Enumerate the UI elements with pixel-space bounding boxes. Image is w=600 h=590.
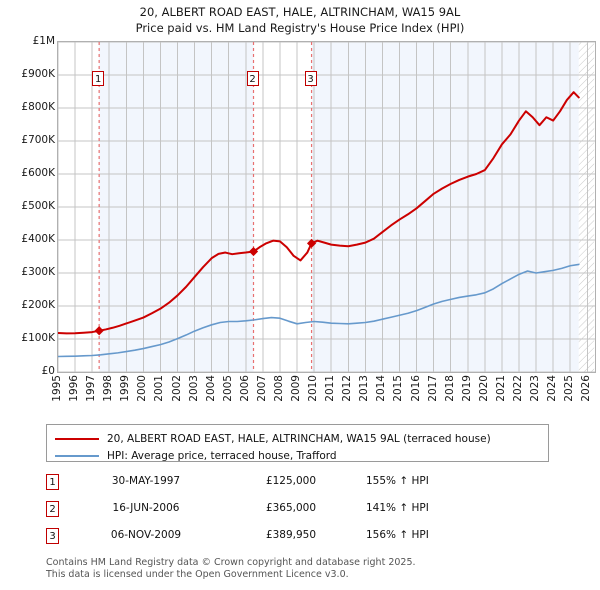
x-axis-tick-label: 2015	[392, 375, 405, 402]
chart-legend: 20, ALBERT ROAD EAST, HALE, ALTRINCHAM, …	[46, 424, 549, 462]
sale-point-marker	[94, 326, 104, 336]
transaction-hpi-delta: 156% ↑ HPI	[366, 529, 429, 541]
transaction-index-badge[interactable]: 1	[46, 474, 59, 490]
y-axis-tick-label: £300K	[21, 266, 55, 278]
transaction-price: £125,000	[265, 475, 317, 487]
x-axis-tick-label: 1995	[51, 375, 63, 402]
x-axis-tick-label: 2023	[529, 375, 542, 402]
table-row: 3 06-NOV-2009 £389,950 156% ↑ HPI	[46, 526, 566, 553]
x-axis-tick-label: 2011	[324, 375, 337, 402]
footer-attribution: Contains HM Land Registry data © Crown c…	[46, 557, 586, 580]
footer-line-2: This data is licensed under the Open Gov…	[46, 568, 349, 580]
y-axis-tick-label: £700K	[21, 134, 55, 146]
x-axis-tick-label: 2013	[358, 375, 371, 402]
x-axis-tick-label: 2012	[341, 375, 354, 402]
sale-point-marker	[248, 246, 259, 257]
x-axis-tick-label: 2017	[426, 375, 439, 402]
x-axis-tick-label: 1999	[119, 375, 132, 402]
x-axis-tick-label: 1996	[68, 375, 81, 402]
transaction-date: 16-JUN-2006	[112, 502, 180, 514]
y-axis-tick-label: £900K	[21, 68, 55, 80]
hpi-line	[58, 263, 580, 358]
x-axis-tick-label: 2021	[494, 375, 507, 402]
legend-color-swatch	[55, 438, 99, 440]
footer-line-1: Contains HM Land Registry data © Crown c…	[46, 557, 416, 568]
sale-marker-box[interactable]: 3	[304, 71, 317, 86]
x-axis-tick-label: 2005	[221, 375, 234, 402]
x-axis-tick-label: 1997	[85, 375, 98, 402]
x-axis-tick-label: 2014	[375, 375, 388, 402]
y-axis-tick-label: £500K	[21, 200, 55, 212]
x-axis-tick-label: 2008	[272, 375, 285, 402]
x-axis-tick-label: 1998	[102, 375, 115, 402]
transaction-price: £365,000	[265, 502, 317, 514]
transaction-index-badge[interactable]: 2	[46, 501, 59, 517]
x-axis-tick-label: 2020	[477, 375, 490, 402]
chart-svg	[58, 42, 595, 372]
y-axis-tick-label: £400K	[21, 233, 55, 245]
transactions-table: 1 30-MAY-1997 £125,000 155% ↑ HPI 2 16-JUN-20…	[46, 472, 566, 553]
x-axis-tick-label: 2022	[512, 375, 525, 402]
sale-point-marker	[306, 238, 317, 248]
transaction-index-badge[interactable]: 3	[46, 528, 59, 544]
sale-marker-box[interactable]: 2	[246, 71, 259, 86]
x-axis-tick-label: 2025	[563, 375, 576, 402]
title-line-1: 20, ALBERT ROAD EAST, HALE, ALTRINCHAM, …	[139, 5, 461, 19]
y-axis-tick-label: £600K	[21, 167, 55, 179]
table-row: 1 30-MAY-1997 £125,000 155% ↑ HPI	[46, 472, 566, 499]
legend-item: HPI: Average price, terraced house, Traf…	[55, 448, 337, 464]
legend-label: HPI: Average price, terraced house, Traf…	[107, 450, 337, 462]
y-axis-tick-label: £200K	[21, 299, 55, 311]
title-line-2: Price paid vs. HM Land Registry's House …	[135, 21, 465, 35]
x-axis-tick-label: 2016	[409, 375, 422, 402]
legend-item: 20, ALBERT ROAD EAST, HALE, ALTRINCHAM, …	[55, 431, 491, 447]
y-axis-tick-label: £800K	[21, 101, 55, 113]
x-axis-tick-label: 2019	[460, 375, 473, 402]
transaction-hpi-delta: 155% ↑ HPI	[366, 475, 429, 487]
transaction-date: 30-MAY-1997	[111, 475, 181, 487]
x-axis-tick-label: 2018	[443, 375, 456, 402]
transaction-date: 06-NOV-2009	[110, 529, 182, 541]
transaction-price: £389,950	[265, 529, 317, 541]
y-axis-tick-label: £1M	[32, 35, 55, 47]
y-axis-tick-label: £0	[41, 365, 55, 377]
x-axis-tick-label: 2006	[238, 375, 251, 402]
legend-color-swatch	[55, 455, 99, 457]
x-axis-tick-label: 2000	[136, 375, 149, 402]
x-axis-tick-label: 2009	[290, 375, 303, 402]
page-title: 20, ALBERT ROAD EAST, HALE, ALTRINCHAM, …	[0, 4, 600, 36]
x-axis-tick-label: 2004	[204, 375, 217, 402]
x-axis-tick-label: 2026	[580, 375, 593, 402]
x-axis-tick-label: 2003	[187, 375, 200, 402]
y-axis-tick-label: £100K	[21, 332, 55, 344]
x-axis-tick-label: 2024	[546, 375, 559, 402]
x-axis-tick-label: 2002	[170, 375, 183, 402]
transaction-hpi-delta: 141% ↑ HPI	[366, 502, 429, 514]
x-axis-tick-label: 2007	[255, 375, 268, 402]
x-axis-tick-label: 2001	[153, 375, 166, 402]
sale-marker-box[interactable]: 1	[92, 71, 105, 86]
chart-plot-area	[57, 41, 596, 373]
table-row: 2 16-JUN-2006 £365,000 141% ↑ HPI	[46, 499, 566, 526]
legend-label: 20, ALBERT ROAD EAST, HALE, ALTRINCHAM, …	[107, 433, 491, 445]
x-axis-tick-label: 2010	[307, 375, 320, 402]
